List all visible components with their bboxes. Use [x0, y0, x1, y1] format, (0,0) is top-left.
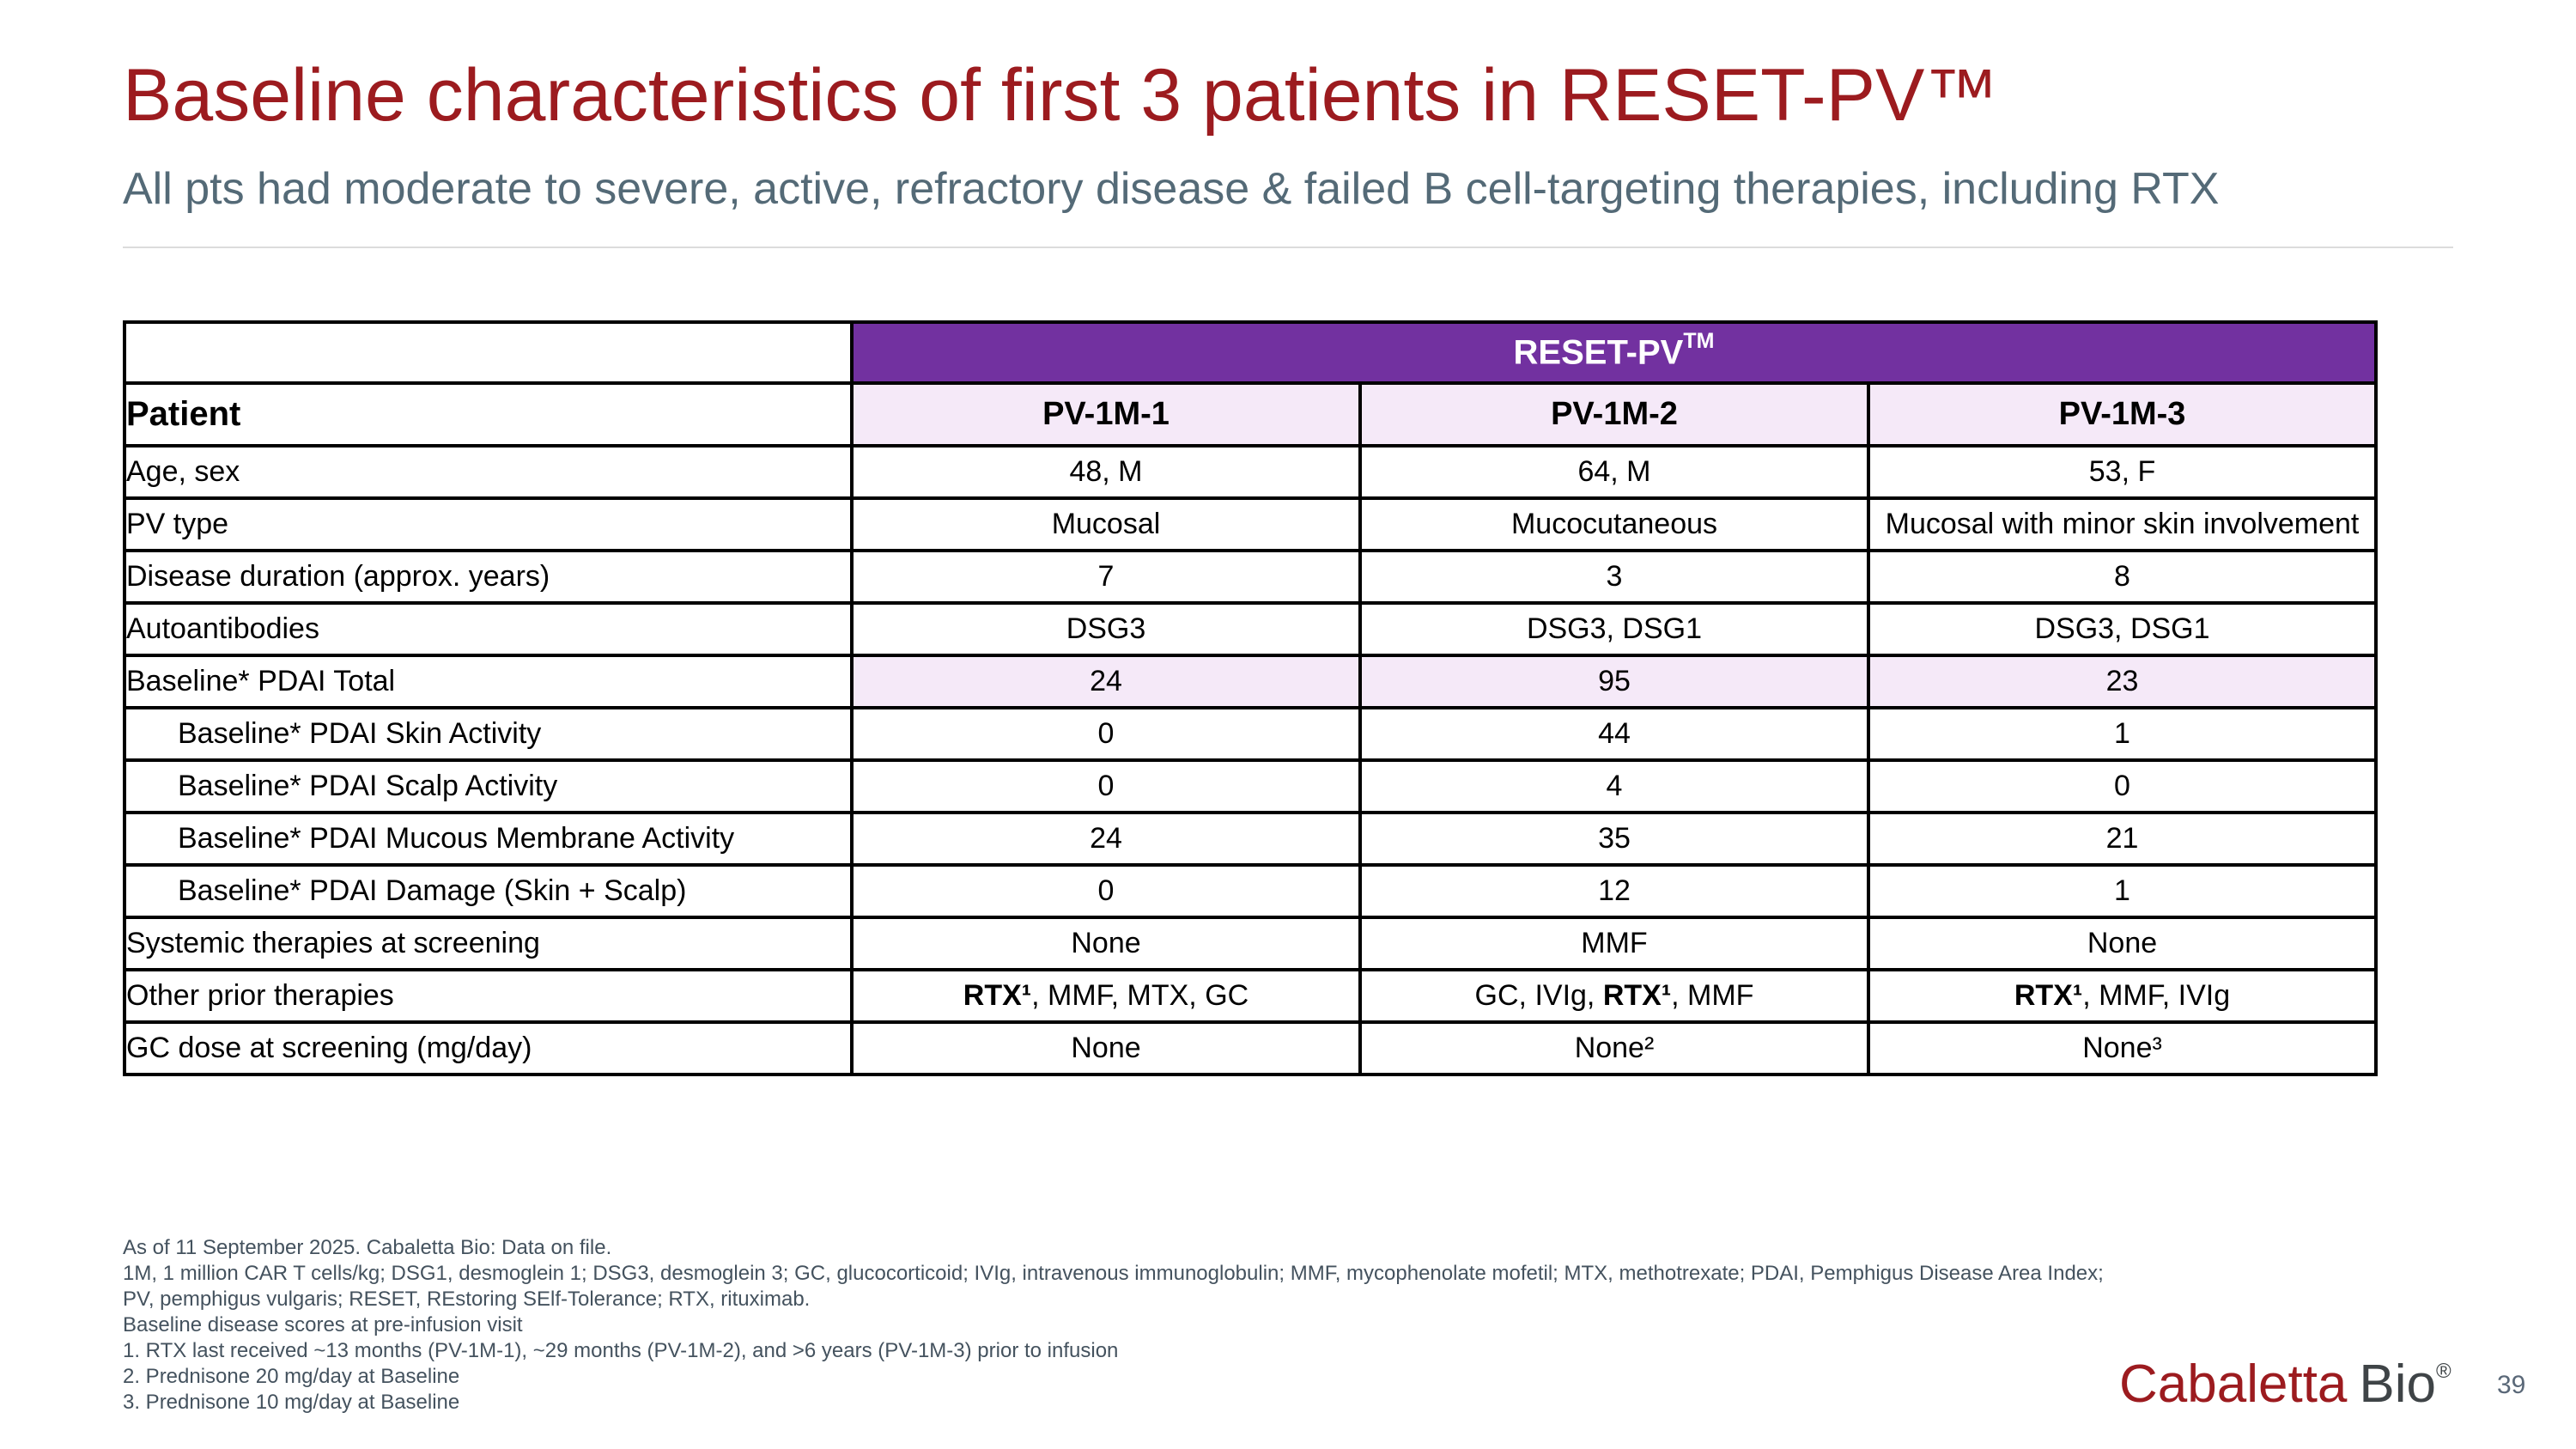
- patient-header-pv-1m-3: PV-1M-3: [1866, 381, 2379, 447]
- table-row: Autoantibodies DSG3 DSG3, DSG1 DSG3, DSG1: [123, 601, 2379, 657]
- footnote-1: 1. RTX last received ~13 months (PV-1M-1…: [123, 1339, 1119, 1362]
- trademark-sup: TM: [1683, 329, 1715, 354]
- cell-value: 1: [1866, 706, 2379, 762]
- footnotes: As of 11 September 2025. Cabaletta Bio: …: [123, 1235, 2123, 1416]
- cell-value: 21: [1866, 811, 2379, 867]
- cell-value: 35: [1358, 811, 1870, 867]
- cell-value: 64, M: [1358, 444, 1870, 500]
- table-row: Baseline* PDAI Total 24 95 23: [123, 654, 2379, 709]
- row-label: PV type: [123, 496, 854, 552]
- cell-value: None: [850, 916, 1362, 971]
- trial-header-row: RESET-PVTM: [123, 320, 2379, 385]
- cell-text-segment: , MMF, MTX, GC: [1031, 979, 1249, 1012]
- row-label: Baseline* PDAI Skin Activity: [123, 706, 854, 762]
- table-row: GC dose at screening (mg/day) None None² No…: [123, 1020, 2379, 1076]
- cell-value: 1: [1866, 863, 2379, 919]
- table-row: Systemic therapies at screening None MMF No…: [123, 916, 2379, 971]
- cell-text-segment: GC, IVIg,: [1474, 979, 1603, 1012]
- footnote-2: 2. Prednisone 20 mg/day at Baseline: [123, 1365, 460, 1388]
- cell-value: 0: [850, 706, 1362, 762]
- logo-bio-text: Bio: [2359, 1355, 2437, 1414]
- cell-value: 0: [850, 758, 1362, 814]
- cell-value: RTX¹, MMF, MTX, GC: [850, 968, 1362, 1024]
- row-label: GC dose at screening (mg/day): [123, 1020, 854, 1076]
- cell-text-segment: RTX¹: [963, 979, 1032, 1012]
- row-label: Other prior therapies: [123, 968, 854, 1024]
- cell-value: DSG3: [850, 601, 1362, 657]
- registered-mark-icon: ®: [2436, 1360, 2451, 1384]
- patient-header-row: Patient PV-1M-1 PV-1M-2 PV-1M-3: [123, 381, 2379, 447]
- cell-text-segment: , MMF: [1671, 979, 1754, 1012]
- corner-spacer: [123, 320, 854, 385]
- trial-name: RESET-PV: [1513, 333, 1684, 372]
- cell-value: MMF: [1358, 916, 1870, 971]
- baseline-characteristics-table: RESET-PVTM Patient PV-1M-1 PV-1M-2 PV-1M…: [123, 320, 2379, 1076]
- slide-subtitle: All pts had moderate to severe, active, …: [123, 164, 2220, 214]
- footnote-3: 3. Prednisone 10 mg/day at Baseline: [123, 1391, 460, 1414]
- cell-value: None: [1866, 916, 2379, 971]
- row-label: Baseline* PDAI Mucous Membrane Activity: [123, 811, 854, 867]
- footnote-source: As of 11 September 2025. Cabaletta Bio: …: [123, 1236, 612, 1259]
- cell-value: 95: [1358, 654, 1870, 709]
- cabaletta-bio-logo: Cabaletta Bio®: [2119, 1354, 2451, 1415]
- row-label: Baseline* PDAI Scalp Activity: [123, 758, 854, 814]
- cell-value: 7: [850, 549, 1362, 605]
- trial-name-header: RESET-PVTM: [849, 320, 2379, 385]
- slide-title: Baseline characteristics of first 3 pati…: [123, 54, 1999, 137]
- table-row: Other prior therapies RTX¹, MMF, MTX, GC G…: [123, 968, 2379, 1024]
- table-row: PV type Mucosal Mucocutaneous Mucosal with …: [123, 496, 2379, 552]
- cell-value: 24: [850, 654, 1362, 709]
- cell-text-segment: , MMF, IVIg: [2082, 979, 2231, 1012]
- header-divider: [123, 247, 2453, 248]
- table-row: Baseline* PDAI Skin Activity 0 44 1: [123, 706, 2379, 762]
- cell-value: None²: [1358, 1020, 1870, 1076]
- cell-value: 3: [1358, 549, 1870, 605]
- cell-value: 53, F: [1866, 444, 2379, 500]
- footnote-abbreviations: 1M, 1 million CAR T cells/kg; DSG1, desm…: [123, 1262, 2104, 1311]
- patient-header-pv-1m-1: PV-1M-1: [850, 381, 1362, 447]
- table-body: Age, sex 48, M 64, M 53, F PV type Mucosal Muc…: [123, 444, 2379, 1076]
- row-label: Disease duration (approx. years): [123, 549, 854, 605]
- cell-value: RTX¹, MMF, IVIg: [1866, 968, 2379, 1024]
- cell-value: None: [850, 1020, 1362, 1076]
- table-row: Age, sex 48, M 64, M 53, F: [123, 444, 2379, 500]
- footnote-baseline-definition: Baseline disease scores at pre-infusion …: [123, 1313, 523, 1336]
- table-row: Baseline* PDAI Mucous Membrane Activity 2…: [123, 811, 2379, 867]
- cell-value: 0: [850, 863, 1362, 919]
- table-row: Baseline* PDAI Damage (Skin + Scalp) 0 12 1: [123, 863, 2379, 919]
- cell-text-segment: RTX¹: [2014, 979, 2083, 1012]
- row-label: Age, sex: [123, 444, 854, 500]
- row-label: Autoantibodies: [123, 601, 854, 657]
- cell-value: 0: [1866, 758, 2379, 814]
- cell-value: 44: [1358, 706, 1870, 762]
- patient-header-pv-1m-2: PV-1M-2: [1358, 381, 1870, 447]
- patient-column-label: Patient: [123, 381, 854, 447]
- cell-value: 48, M: [850, 444, 1362, 500]
- cell-value: GC, IVIg, RTX¹, MMF: [1358, 968, 1870, 1024]
- cell-value: DSG3, DSG1: [1358, 601, 1870, 657]
- cell-value: 24: [850, 811, 1362, 867]
- row-label: Systemic therapies at screening: [123, 916, 854, 971]
- cell-value: 4: [1358, 758, 1870, 814]
- cell-value: Mucocutaneous: [1358, 496, 1870, 552]
- cell-value: 8: [1866, 549, 2379, 605]
- page-number: 39: [2497, 1371, 2526, 1399]
- cell-value: 23: [1866, 654, 2379, 709]
- table-row: Disease duration (approx. years) 7 3 8: [123, 549, 2379, 605]
- row-label: Baseline* PDAI Total: [123, 654, 854, 709]
- cell-text-segment: RTX¹: [1602, 979, 1672, 1012]
- cell-value: Mucosal with minor skin involvement: [1866, 496, 2379, 552]
- cell-value: Mucosal: [850, 496, 1362, 552]
- cell-value: 12: [1358, 863, 1870, 919]
- table-row: Baseline* PDAI Scalp Activity 0 4 0: [123, 758, 2379, 814]
- cell-value: None³: [1866, 1020, 2379, 1076]
- logo-cabaletta-text: Cabaletta: [2119, 1355, 2348, 1414]
- cell-value: DSG3, DSG1: [1866, 601, 2379, 657]
- row-label: Baseline* PDAI Damage (Skin + Scalp): [123, 863, 854, 919]
